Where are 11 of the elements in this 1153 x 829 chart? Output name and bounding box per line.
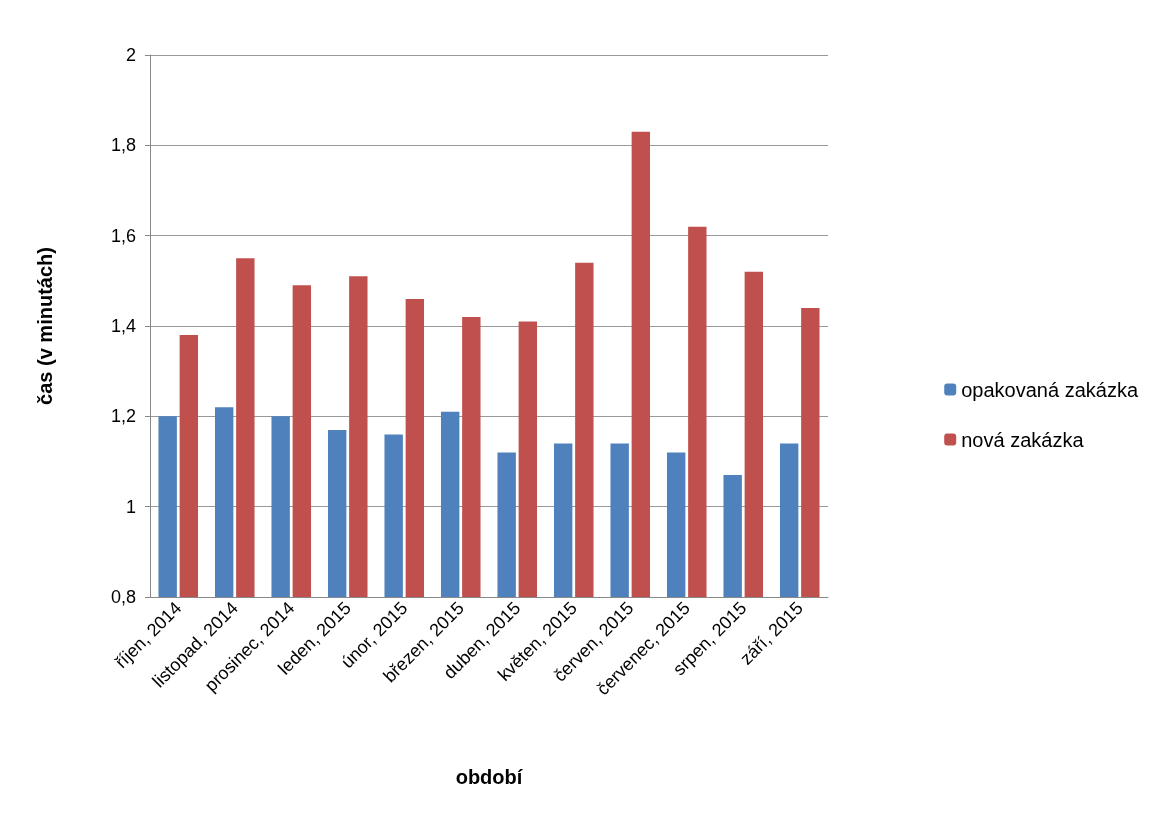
y-tick-label: 1,8 (110, 135, 136, 156)
y-tick-label: 2 (125, 45, 136, 65)
y-tick-label: 0,8 (110, 587, 136, 607)
y-tick-label: 1,6 (110, 225, 136, 246)
y-axis-title: čas (v minutách) (34, 247, 56, 405)
x-axis-title: období (455, 766, 524, 788)
y-tick-label: 1,4 (110, 316, 136, 336)
legend-label: opakovaná zakázka (961, 378, 1139, 401)
legend-label: nová zakázka (961, 428, 1085, 451)
y-tick-label: 1,2 (110, 406, 136, 427)
y-tick-label: 1 (125, 496, 136, 517)
